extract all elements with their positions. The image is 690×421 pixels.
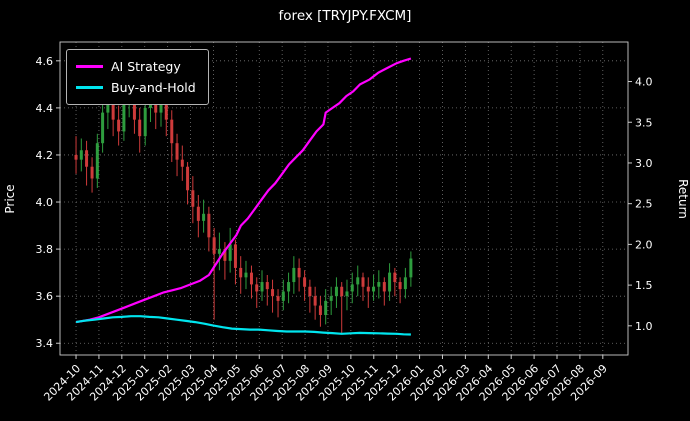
right-axis-title: Return	[676, 179, 690, 219]
legend-line-ai-strategy-icon	[76, 65, 103, 68]
candle-body	[297, 267, 301, 278]
candle-body	[111, 103, 115, 120]
candle-body	[313, 296, 317, 306]
candle-body	[122, 103, 126, 132]
chart-title: forex [TRYJPY.FXCM]	[278, 8, 412, 24]
candle-body	[106, 103, 110, 113]
candle-body	[318, 305, 322, 315]
candle-body	[143, 107, 147, 137]
candle-body	[249, 272, 253, 285]
candle-body	[170, 119, 174, 144]
candle-body	[85, 150, 89, 167]
candle-body	[292, 267, 296, 283]
candle-body	[260, 282, 264, 292]
candle-body	[228, 244, 232, 261]
candle-body	[409, 258, 413, 278]
candle-body	[79, 150, 83, 160]
candle-body	[271, 289, 275, 297]
candle-body	[340, 286, 344, 297]
candle-body	[265, 282, 269, 290]
candle-body	[175, 143, 179, 160]
candle-body	[202, 213, 206, 221]
plot-border	[59, 41, 629, 356]
candle-body	[223, 249, 227, 261]
y-tick-label-right: 1.0	[635, 320, 653, 333]
candle-body	[281, 291, 285, 301]
candle-body	[186, 166, 190, 191]
candle-body	[164, 103, 168, 120]
y-tick-label-left: 3.6	[36, 290, 54, 303]
candle-body	[217, 249, 221, 254]
candle-body	[398, 282, 402, 290]
y-tick-label-right: 1.5	[635, 279, 653, 292]
y-tick-label-right: 3.0	[635, 157, 653, 170]
legend-line-buy-and-hold-icon	[76, 86, 103, 89]
candle-body	[350, 284, 354, 292]
candle-body	[308, 286, 312, 297]
candle-body	[138, 119, 142, 137]
candle-body	[154, 98, 158, 113]
y-tick-label-right: 3.5	[635, 116, 653, 129]
y-tick-label-left: 4.6	[36, 55, 54, 68]
line-series	[75, 57, 412, 336]
candle-body	[377, 282, 381, 287]
candle-body	[345, 291, 349, 297]
candle-body	[329, 296, 333, 301]
candle-body	[239, 267, 243, 278]
y-tick-label-left: 4.4	[36, 102, 54, 115]
candle-body	[276, 296, 280, 301]
series-line-buy-and-hold	[75, 315, 411, 336]
candle-body	[207, 213, 211, 238]
candle-body	[372, 286, 376, 292]
candle-body	[159, 103, 163, 113]
candle-body	[366, 286, 370, 292]
candle-body	[382, 282, 386, 292]
candle-body	[90, 166, 94, 179]
y-tick-label-right: 4.0	[635, 76, 653, 89]
candle-body	[212, 237, 216, 254]
y-tick-label-right: 2.0	[635, 238, 653, 251]
candle-body	[244, 272, 248, 278]
legend-label-buy-and-hold: Buy-and-Hold	[111, 80, 196, 95]
y-tick-label-left: 4.2	[36, 149, 54, 162]
candle-body	[101, 112, 105, 144]
candle-body	[403, 277, 407, 290]
candle-body	[334, 286, 338, 297]
series-line-ai-strategy	[75, 57, 412, 324]
legend-label-ai-strategy: AI Strategy	[111, 59, 181, 74]
y-tick-label-left: 4.0	[36, 196, 54, 209]
candle-body	[356, 277, 360, 285]
candle-body	[196, 206, 200, 221]
candle-body	[361, 277, 365, 287]
y-tick-label-right: 2.5	[635, 198, 653, 211]
candle-body	[233, 244, 237, 268]
legend: AI Strategy Buy-and-Hold	[66, 49, 209, 105]
candlestick-series	[74, 79, 413, 334]
candle-body	[388, 272, 392, 292]
candle-body	[117, 119, 121, 132]
candle-body	[191, 190, 195, 207]
legend-item-ai-strategy: AI Strategy	[76, 56, 196, 77]
left-axis-title: Price	[3, 184, 17, 213]
candle-body	[287, 282, 291, 292]
y-tick-label-left: 3.8	[36, 243, 54, 256]
candle-body	[74, 154, 78, 160]
legend-item-buy-and-hold: Buy-and-Hold	[76, 77, 196, 98]
candle-body	[95, 143, 99, 179]
y-tick-label-left: 3.4	[36, 337, 54, 350]
candle-body	[255, 284, 259, 292]
candle-body	[303, 277, 307, 287]
candle-body	[324, 300, 328, 315]
candle-body	[393, 272, 397, 283]
candle-body	[180, 159, 184, 167]
